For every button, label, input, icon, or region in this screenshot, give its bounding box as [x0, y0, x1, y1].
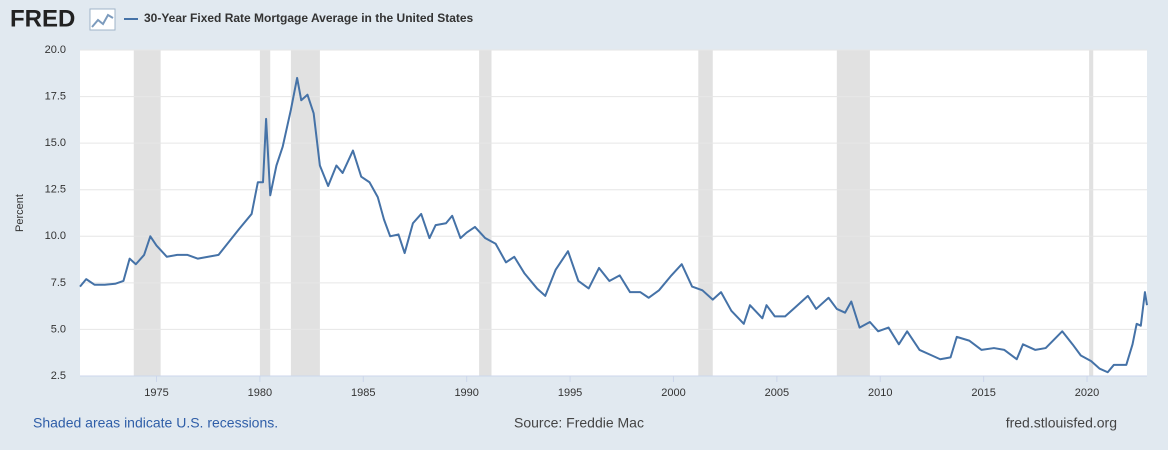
x-tick-label: 1990 — [454, 387, 478, 399]
x-tick-label: 2010 — [868, 387, 892, 399]
legend-label[interactable]: 30-Year Fixed Rate Mortgage Average in t… — [144, 11, 474, 25]
y-axis-label: Percent — [14, 194, 26, 232]
x-tick-label: 2005 — [765, 387, 789, 399]
x-tick-label: 1980 — [248, 387, 272, 399]
x-tick-label: 1995 — [558, 387, 582, 399]
series-line — [79, 76, 1148, 374]
y-tick-label: 12.5 — [45, 184, 66, 196]
plot-area — [80, 50, 1147, 376]
recession-band — [479, 50, 492, 376]
y-tick-label: 5.0 — [51, 323, 66, 335]
y-tick-label: 2.5 — [51, 370, 66, 382]
recession-band — [698, 50, 713, 376]
logo[interactable]: FRED — [10, 5, 75, 32]
x-tick-label: 2015 — [971, 387, 995, 399]
recession-band — [836, 50, 870, 376]
source: Source: Freddie Mac — [514, 415, 644, 431]
recession-band — [290, 50, 320, 376]
x-tick-label: 1975 — [144, 387, 168, 399]
recession-band — [259, 50, 271, 376]
x-tick-label: 2020 — [1075, 387, 1099, 399]
recession-band — [1089, 50, 1094, 376]
x-tick-label: 1985 — [351, 387, 375, 399]
y-tick-label: 17.5 — [45, 90, 66, 102]
y-tick-label: 20.0 — [45, 44, 66, 56]
y-tick-label: 7.5 — [51, 277, 66, 289]
y-tick-label: 10.0 — [45, 230, 66, 242]
footer-url[interactable]: fred.stlouisfed.org — [1006, 415, 1117, 431]
recession-band — [133, 50, 161, 376]
footer-note: Shaded areas indicate U.S. recessions. — [33, 415, 278, 431]
x-tick-label: 2000 — [661, 387, 685, 399]
y-tick-label: 15.0 — [45, 137, 66, 149]
logo-icon — [89, 8, 116, 31]
